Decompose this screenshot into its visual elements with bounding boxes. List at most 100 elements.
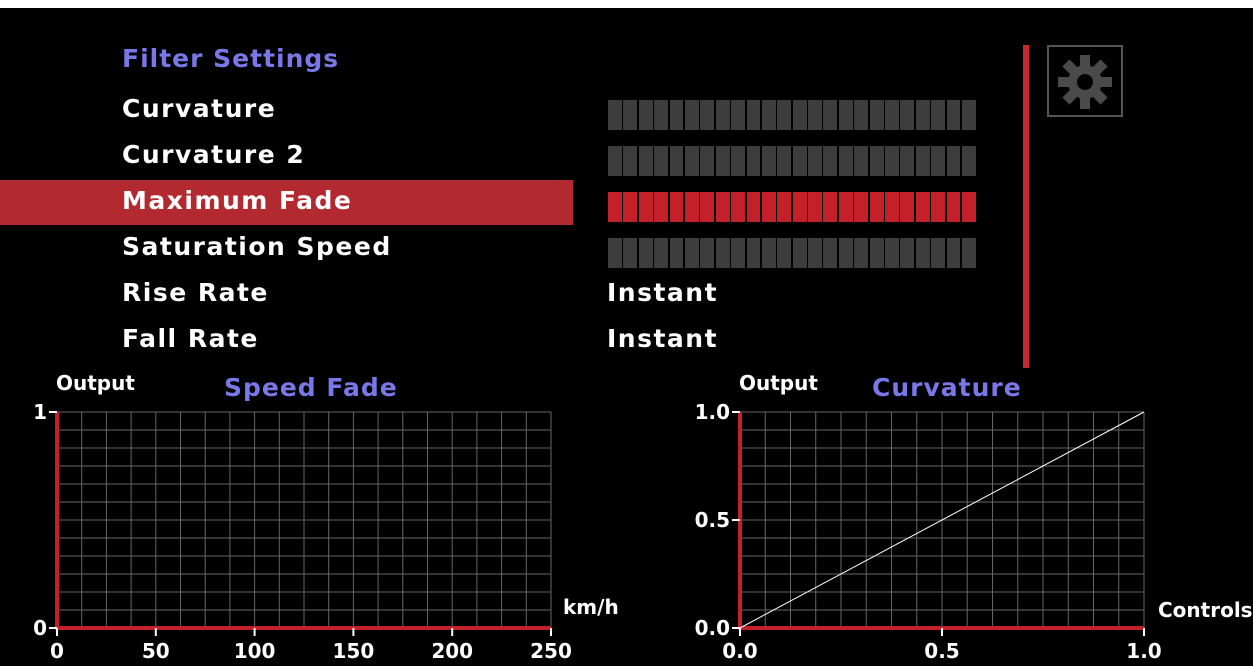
slider-segment <box>900 238 915 268</box>
menu-item-rise-rate[interactable]: Rise Rate <box>0 272 573 317</box>
slider-segment <box>869 192 884 222</box>
slider-segment <box>608 100 622 130</box>
slider-segment <box>715 146 730 176</box>
value-rise-rate[interactable]: Instant <box>607 278 719 307</box>
chart-2-x-tick-label: 0.5 <box>924 639 959 663</box>
slider-segment <box>823 192 838 222</box>
slider-segment <box>654 192 669 222</box>
top-border <box>0 0 1253 8</box>
slider-segment <box>761 192 776 222</box>
slider-segment <box>946 192 961 222</box>
menu-item-label: Fall Rate <box>122 324 259 353</box>
settings-button[interactable] <box>1047 45 1123 117</box>
chart-2-y-tick-label: 0.5 <box>695 508 730 532</box>
menu-item-fall-rate[interactable]: Fall Rate <box>0 318 573 363</box>
chart-2-series-line <box>739 411 1145 629</box>
slider-segment <box>961 146 976 176</box>
slider-segment <box>838 100 853 130</box>
slider-segment <box>654 238 669 268</box>
slider-segment <box>961 192 976 222</box>
slider-maximum-fade[interactable] <box>608 192 976 222</box>
slider-segment <box>838 192 853 222</box>
slider-segment <box>761 238 776 268</box>
menu-item-curvature-2[interactable]: Curvature 2 <box>0 134 573 179</box>
slider-segment <box>823 238 838 268</box>
slider-segment <box>854 238 869 268</box>
slider-segment <box>869 146 884 176</box>
slider-segment <box>915 100 930 130</box>
value-fall-rate[interactable]: Instant <box>607 324 719 353</box>
slider-segment <box>669 146 684 176</box>
slider-segment <box>946 100 961 130</box>
slider-segment <box>777 146 792 176</box>
slider-segment <box>623 192 638 222</box>
slider-segment <box>885 100 899 130</box>
slider-segment <box>700 238 715 268</box>
slider-segment <box>638 192 653 222</box>
slider-segment <box>915 192 930 222</box>
chart-1-x-axis-label: km/h <box>563 595 619 619</box>
slider-segment <box>838 146 853 176</box>
slider-segment <box>792 238 807 268</box>
slider-segment <box>823 146 838 176</box>
slider-segment <box>608 238 622 268</box>
slider-segment <box>638 100 653 130</box>
slider-segment <box>746 238 761 268</box>
slider-segment <box>731 146 746 176</box>
slider-segment <box>931 238 946 268</box>
slider-segment <box>838 238 853 268</box>
slider-segment <box>684 238 699 268</box>
slider-segment <box>915 146 930 176</box>
slider-segment <box>777 238 792 268</box>
chart-2-x-axis-label: Controls <box>1158 598 1253 622</box>
slider-segment <box>746 192 761 222</box>
slider-segment <box>761 146 776 176</box>
slider-segment <box>761 100 776 130</box>
chart-1-y-tick-label: 0 <box>33 616 47 640</box>
slider-segment <box>608 192 622 222</box>
chart-1-x-tick-label: 150 <box>333 639 375 663</box>
menu-item-label: Saturation Speed <box>122 232 392 261</box>
chart-2-title: Curvature <box>872 373 1022 402</box>
slider-segment <box>700 100 715 130</box>
slider-segment <box>808 192 822 222</box>
slider-segment <box>808 238 822 268</box>
menu-item-label: Rise Rate <box>122 278 269 307</box>
menu-item-label: Maximum Fade <box>122 186 353 215</box>
slider-segment <box>792 192 807 222</box>
chart-1-y-tick-label: 1 <box>33 400 47 424</box>
slider-segment <box>808 100 822 130</box>
slider-saturation-speed[interactable] <box>608 238 976 268</box>
chart-2-x-tick-label: 1.0 <box>1126 639 1161 663</box>
slider-segment <box>885 192 899 222</box>
menu-title: Filter Settings <box>122 44 340 73</box>
chart-1-title: Speed Fade <box>224 373 398 402</box>
slider-segment <box>931 192 946 222</box>
slider-segment <box>961 100 976 130</box>
slider-segment <box>746 146 761 176</box>
slider-segment <box>715 238 730 268</box>
slider-segment <box>931 100 946 130</box>
slider-segment <box>684 100 699 130</box>
slider-segment <box>931 146 946 176</box>
slider-curvature[interactable] <box>608 100 976 130</box>
slider-segment <box>669 192 684 222</box>
slider-segment <box>731 100 746 130</box>
menu-item-label: Curvature 2 <box>122 140 306 169</box>
slider-curvature-2[interactable] <box>608 146 976 176</box>
menu-item-maximum-fade[interactable]: Maximum Fade <box>0 180 573 225</box>
slider-segment <box>638 238 653 268</box>
menu-item-curvature[interactable]: Curvature <box>0 88 573 133</box>
slider-segment <box>684 192 699 222</box>
slider-segment <box>623 100 638 130</box>
slider-segment <box>700 192 715 222</box>
slider-segment <box>684 146 699 176</box>
scrollbar[interactable] <box>1023 45 1029 368</box>
slider-segment <box>808 146 822 176</box>
chart-1-y-axis-label: Output <box>56 371 135 395</box>
slider-segment <box>823 100 838 130</box>
menu-item-saturation-speed[interactable]: Saturation Speed <box>0 226 573 271</box>
chart-1-x-tick-label: 200 <box>431 639 473 663</box>
slider-segment <box>854 146 869 176</box>
